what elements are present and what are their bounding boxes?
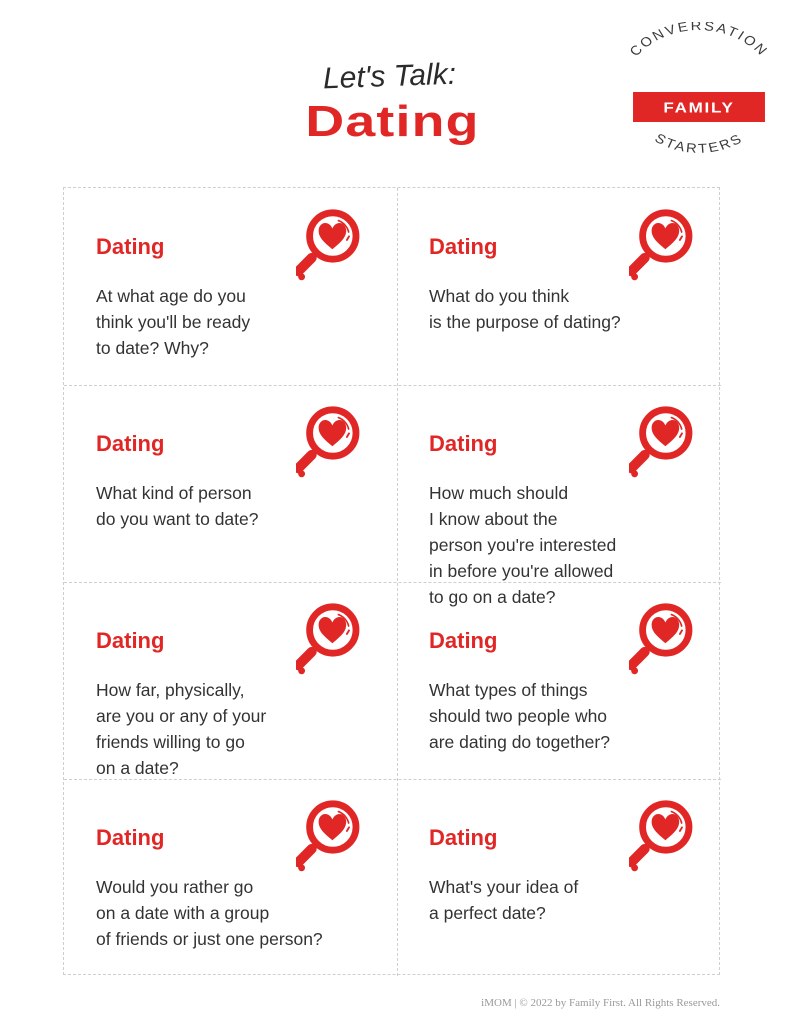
svg-text:FAMILY: FAMILY: [663, 99, 734, 116]
svg-text:CONVERSATION: CONVERSATION: [626, 22, 772, 59]
svg-text:STARTERS: STARTERS: [652, 130, 746, 156]
